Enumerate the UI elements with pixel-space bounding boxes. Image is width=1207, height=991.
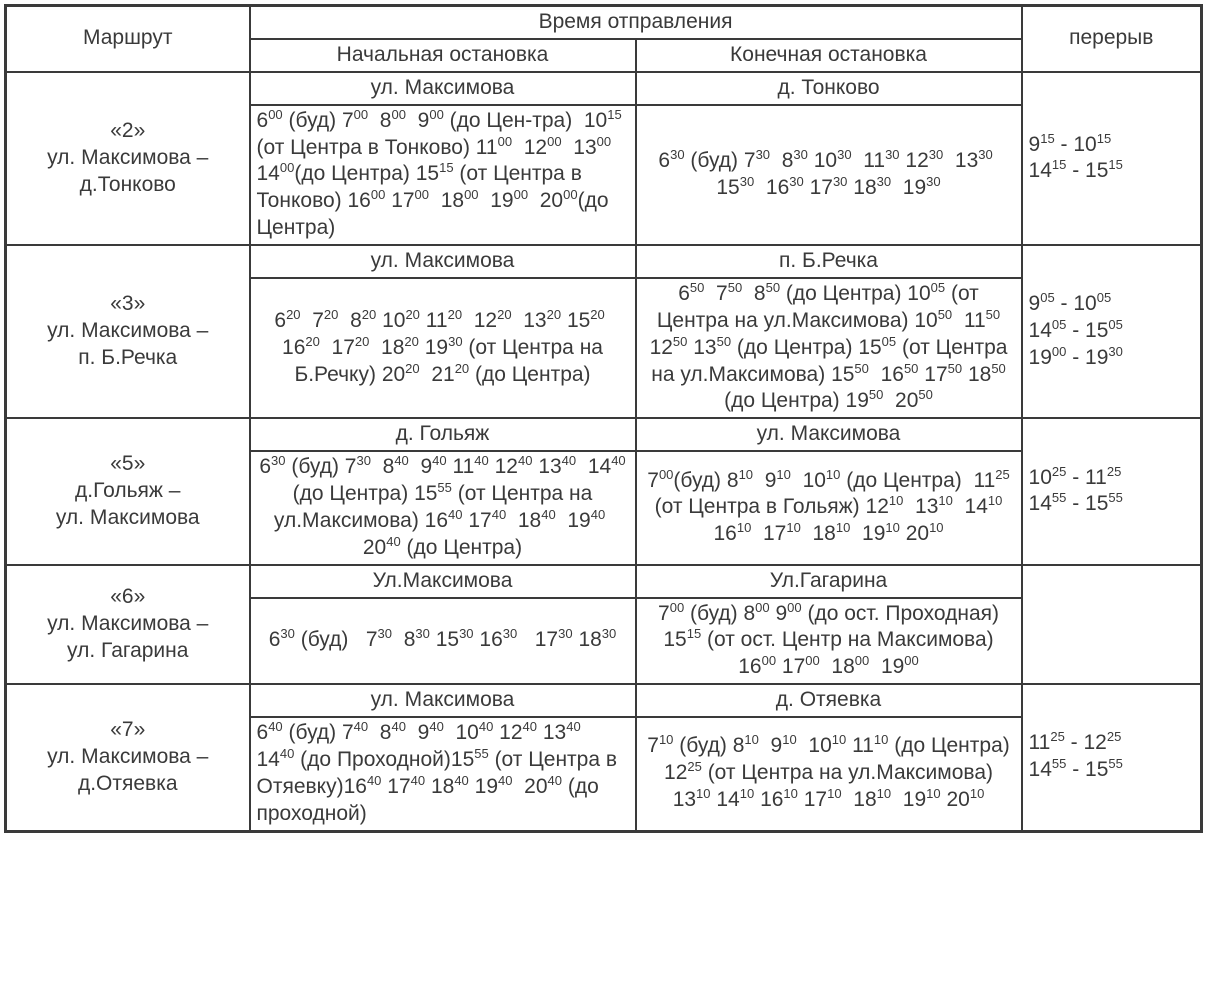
route-name: ул. Максимова –ул. Гагарина (47, 612, 208, 662)
start-times: 620 720 820 1020 1120 1220 1320 1520 162… (250, 278, 636, 418)
end-stop-name: д. Тонково (636, 72, 1022, 105)
start-stop-name: д. Гольяж (250, 418, 636, 451)
end-times: 710 (буд) 810 910 1010 1110 (до Центра) … (636, 717, 1022, 831)
break-cell: 1125 - 12251455 - 1555 (1022, 684, 1202, 831)
break-cell (1022, 565, 1202, 685)
start-times: 640 (буд) 740 840 940 1040 1240 1340 144… (250, 717, 636, 831)
route-cell: «6» ул. Максимова –ул. Гагарина (6, 565, 250, 685)
schedule-table: МаршрутВремя отправленияперерыв Начальная… (4, 4, 1203, 833)
route-cell: «7» ул. Максимова –д.Отяевка (6, 684, 250, 831)
header-start-stop: Начальная остановка (250, 39, 636, 72)
route-name: ул. Максимова –д.Отяевка (47, 745, 208, 795)
break-cell: 1025 - 11251455 - 1555 (1022, 418, 1202, 564)
end-stop-name: Ул.Гагарина (636, 565, 1022, 598)
start-times: 600 (буд) 700 800 900 (до Цен-тра) 1015(… (250, 105, 636, 245)
end-stop-name: д. Отяевка (636, 684, 1022, 717)
header-departure: Время отправления (250, 6, 1022, 39)
start-stop-name: ул. Максимова (250, 72, 636, 105)
schedule-tbody: МаршрутВремя отправленияперерыв Начальная… (6, 6, 1202, 832)
end-times: 630 (буд) 730 830 1030 1130 1230 1330 15… (636, 105, 1022, 245)
start-stop-name: Ул.Максимова (250, 565, 636, 598)
route-cell: «2» ул. Максимова –д.Тонково (6, 72, 250, 245)
end-times: 700(буд) 810 910 1010 (до Центра) 1125(о… (636, 451, 1022, 565)
start-times: 630 (буд) 730 830 1530 1630 1730 1830 (250, 598, 636, 685)
start-stop-name: ул. Максимова (250, 684, 636, 717)
end-times: 650 750 850 (до Центра) 1005 (от Центра … (636, 278, 1022, 418)
header-break: перерыв (1022, 6, 1202, 72)
header-route: Маршрут (6, 6, 250, 72)
header-end-stop: Конечная остановка (636, 39, 1022, 72)
break-cell: 905 - 10051405 - 15051900 - 1930 (1022, 245, 1202, 418)
route-name: ул. Максимова –д.Тонково (47, 146, 208, 196)
route-number: «7» (110, 718, 145, 741)
end-stop-name: ул. Максимова (636, 418, 1022, 451)
route-name: д.Гольяж –ул. Максимова (56, 479, 200, 529)
route-cell: «3» ул. Максимова –п. Б.Речка (6, 245, 250, 418)
route-number: «6» (110, 585, 145, 608)
route-number: «3» (110, 292, 145, 315)
end-stop-name: п. Б.Речка (636, 245, 1022, 278)
end-times: 700 (буд) 800 900 (до ост. Проходная) 15… (636, 598, 1022, 685)
route-name: ул. Максимова –п. Б.Речка (47, 319, 208, 369)
route-number: «2» (110, 119, 145, 142)
route-number: «5» (110, 452, 145, 475)
start-times: 630 (буд) 730 840 940 1140 1240 1340 144… (250, 451, 636, 565)
start-stop-name: ул. Максимова (250, 245, 636, 278)
route-cell: «5» д.Гольяж –ул. Максимова (6, 418, 250, 564)
break-cell: 915 - 10151415 - 1515 (1022, 72, 1202, 245)
